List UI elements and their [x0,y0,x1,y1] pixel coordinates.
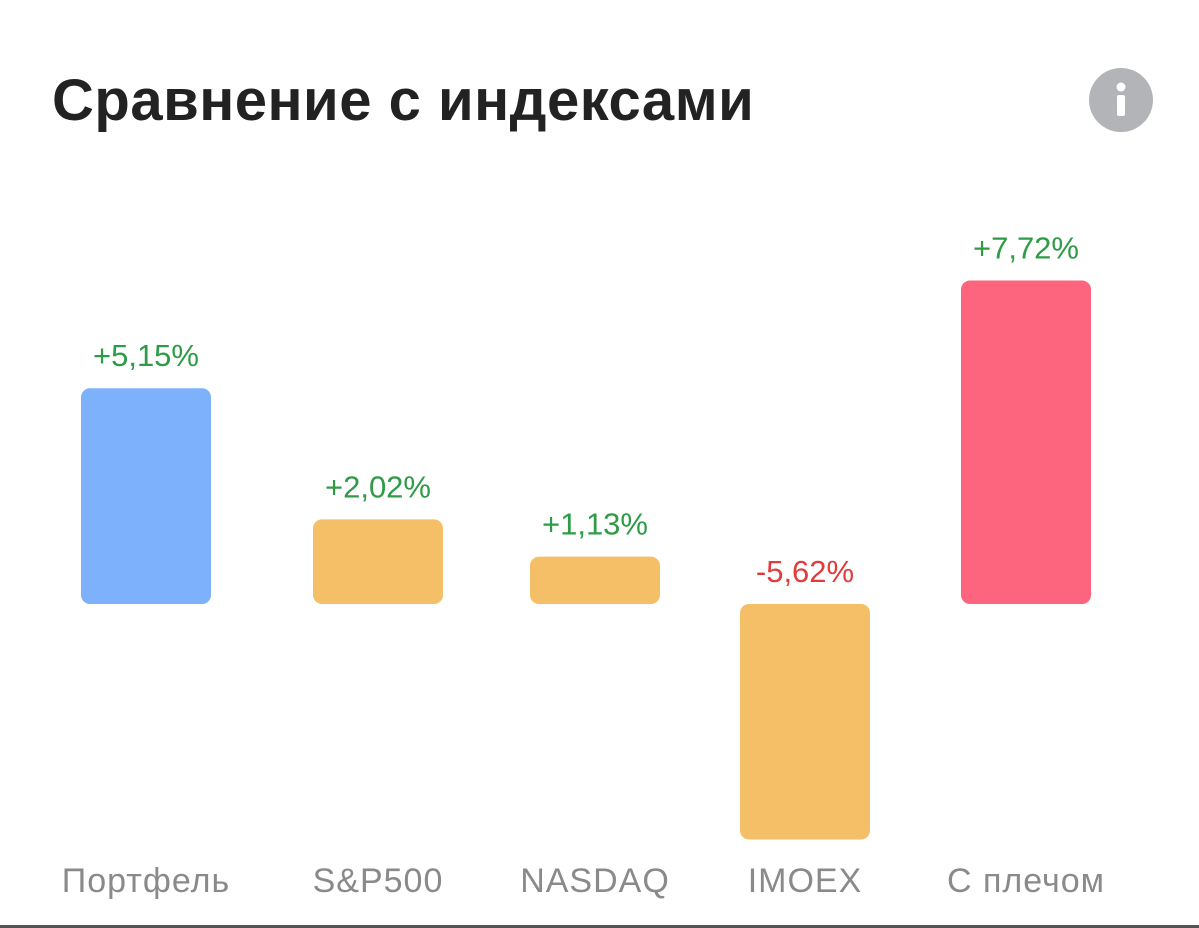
data-label-3: -5,62% [756,554,854,589]
data-label-2: +1,13% [542,507,648,542]
bar-3 [740,604,870,840]
data-label-1: +2,02% [325,469,431,504]
category-label-0: Портфель [62,862,230,900]
bar-2 [530,556,660,604]
category-label-4: С плечом [947,862,1105,900]
category-label-1: S&P500 [313,862,444,900]
bar-4 [961,280,1091,604]
page-title: Сравнение с индексами [52,68,755,133]
data-label-0: +5,15% [93,338,199,373]
category-label-3: IMOEX [748,862,863,900]
bar-0 [81,388,211,604]
info-button[interactable] [1089,68,1153,132]
bar-1 [313,519,443,604]
info-icon [1116,82,1126,116]
category-label-2: NASDAQ [520,862,670,900]
data-label-4: +7,72% [973,231,1079,266]
bottom-divider [0,925,1199,928]
